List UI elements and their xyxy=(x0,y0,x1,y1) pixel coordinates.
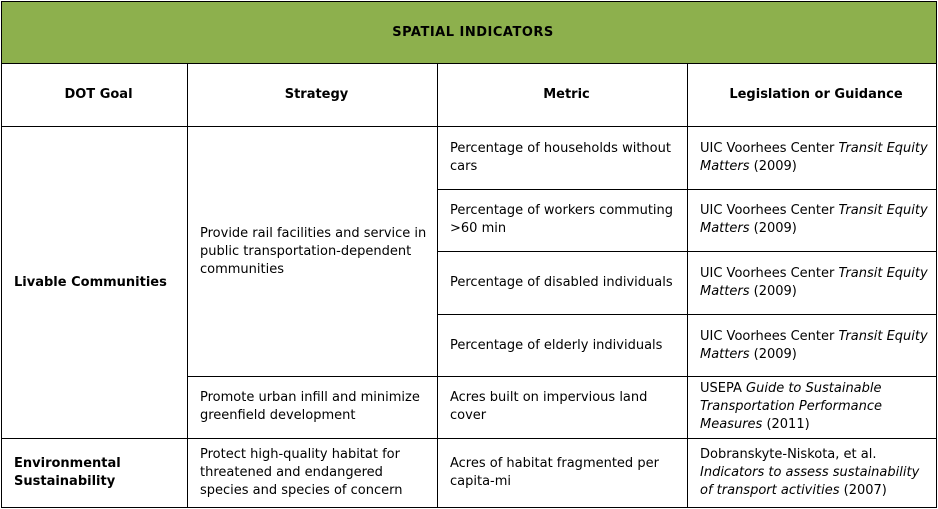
metric-cell: Percentage of workers commuting >60 min xyxy=(437,188,688,252)
header-dot-goal: DOT Goal xyxy=(1,63,188,128)
header-strategy: Strategy xyxy=(187,63,438,128)
strategy-cell: Promote urban infill and minimize greenf… xyxy=(187,376,438,439)
legislation-year: (2009) xyxy=(749,346,797,362)
table-title-row: SPATIAL INDICATORS xyxy=(1,0,937,65)
legislation-year: (2009) xyxy=(749,284,797,300)
legislation-author: USEPA xyxy=(700,381,747,397)
table-row: Livable Communities Provide rail facilit… xyxy=(1,126,937,439)
metric-cell: Percentage of elderly individuals xyxy=(437,314,688,378)
legislation-author: UIC Voorhees Center xyxy=(700,141,839,157)
table-row: Percentage of elderly individuals UIC Vo… xyxy=(2,314,937,378)
legislation-year: (2007) xyxy=(839,482,887,498)
legislation-year: (2009) xyxy=(749,159,797,175)
legislation-cell: UIC Voorhees Center Transit Equity Matte… xyxy=(687,126,937,190)
legislation-author: Dobranskyte-Niskota, et al. xyxy=(700,446,877,462)
table-row: Percentage of disabled individuals UIC V… xyxy=(2,250,937,316)
header-legislation: Legislation or Guidance xyxy=(687,63,937,128)
legislation-cell: USEPA Guide to Sustainable Transportatio… xyxy=(687,376,937,439)
legislation-title: Indicators to assess sustainability of t… xyxy=(700,464,920,498)
table-row: Percentage of workers commuting >60 min … xyxy=(2,188,937,252)
strategy-cell: Provide rail facilities and service in p… xyxy=(187,126,438,378)
legislation-title: Transit Equity Matters xyxy=(700,266,928,300)
legislation-title: Guide to Sustainable Transportation Perf… xyxy=(700,381,882,433)
strategy-cell: Protect high-quality habitat for threate… xyxy=(187,437,438,509)
legislation-author: UIC Voorhees Center xyxy=(700,328,839,344)
legislation-title: Transit Equity Matters xyxy=(700,328,928,362)
metric-cell: Percentage of households without cars xyxy=(437,126,688,190)
table-row: Promote urban infill and minimize greenf… xyxy=(2,376,937,439)
header-metric: Metric xyxy=(437,63,688,128)
legislation-year: (2009) xyxy=(749,221,797,237)
legislation-author: UIC Voorhees Center xyxy=(700,266,839,282)
legislation-year: (2011) xyxy=(762,417,810,433)
legislation-title: Transit Equity Matters xyxy=(700,141,928,175)
table-title: SPATIAL INDICATORS xyxy=(1,0,937,65)
legislation-cell: UIC Voorhees Center Transit Equity Matte… xyxy=(687,250,937,316)
metric-cell: Acres of habitat fragmented per capita-m… xyxy=(437,437,688,509)
goal-cell: Livable Communities xyxy=(1,126,188,439)
table-header-row: DOT Goal Strategy Metric Legislation or … xyxy=(1,63,937,128)
legislation-cell: UIC Voorhees Center Transit Equity Matte… xyxy=(687,188,937,252)
legislation-cell: Dobranskyte-Niskota, et al. Indicators t… xyxy=(687,437,937,509)
goal-cell: Environmental Sustainability xyxy=(1,437,188,509)
legislation-title: Transit Equity Matters xyxy=(700,203,928,237)
metric-cell: Percentage of disabled individuals xyxy=(437,250,688,316)
legislation-clip: Dobranskyte-Niskota, et al. Indicators t… xyxy=(700,446,932,500)
legislation-author: UIC Voorhees Center xyxy=(700,203,839,219)
table-row: Environmental Sustainability Protect hig… xyxy=(1,437,937,509)
legislation-cell: UIC Voorhees Center Transit Equity Matte… xyxy=(687,314,937,378)
metric-cell: Acres built on impervious land cover xyxy=(437,376,688,439)
